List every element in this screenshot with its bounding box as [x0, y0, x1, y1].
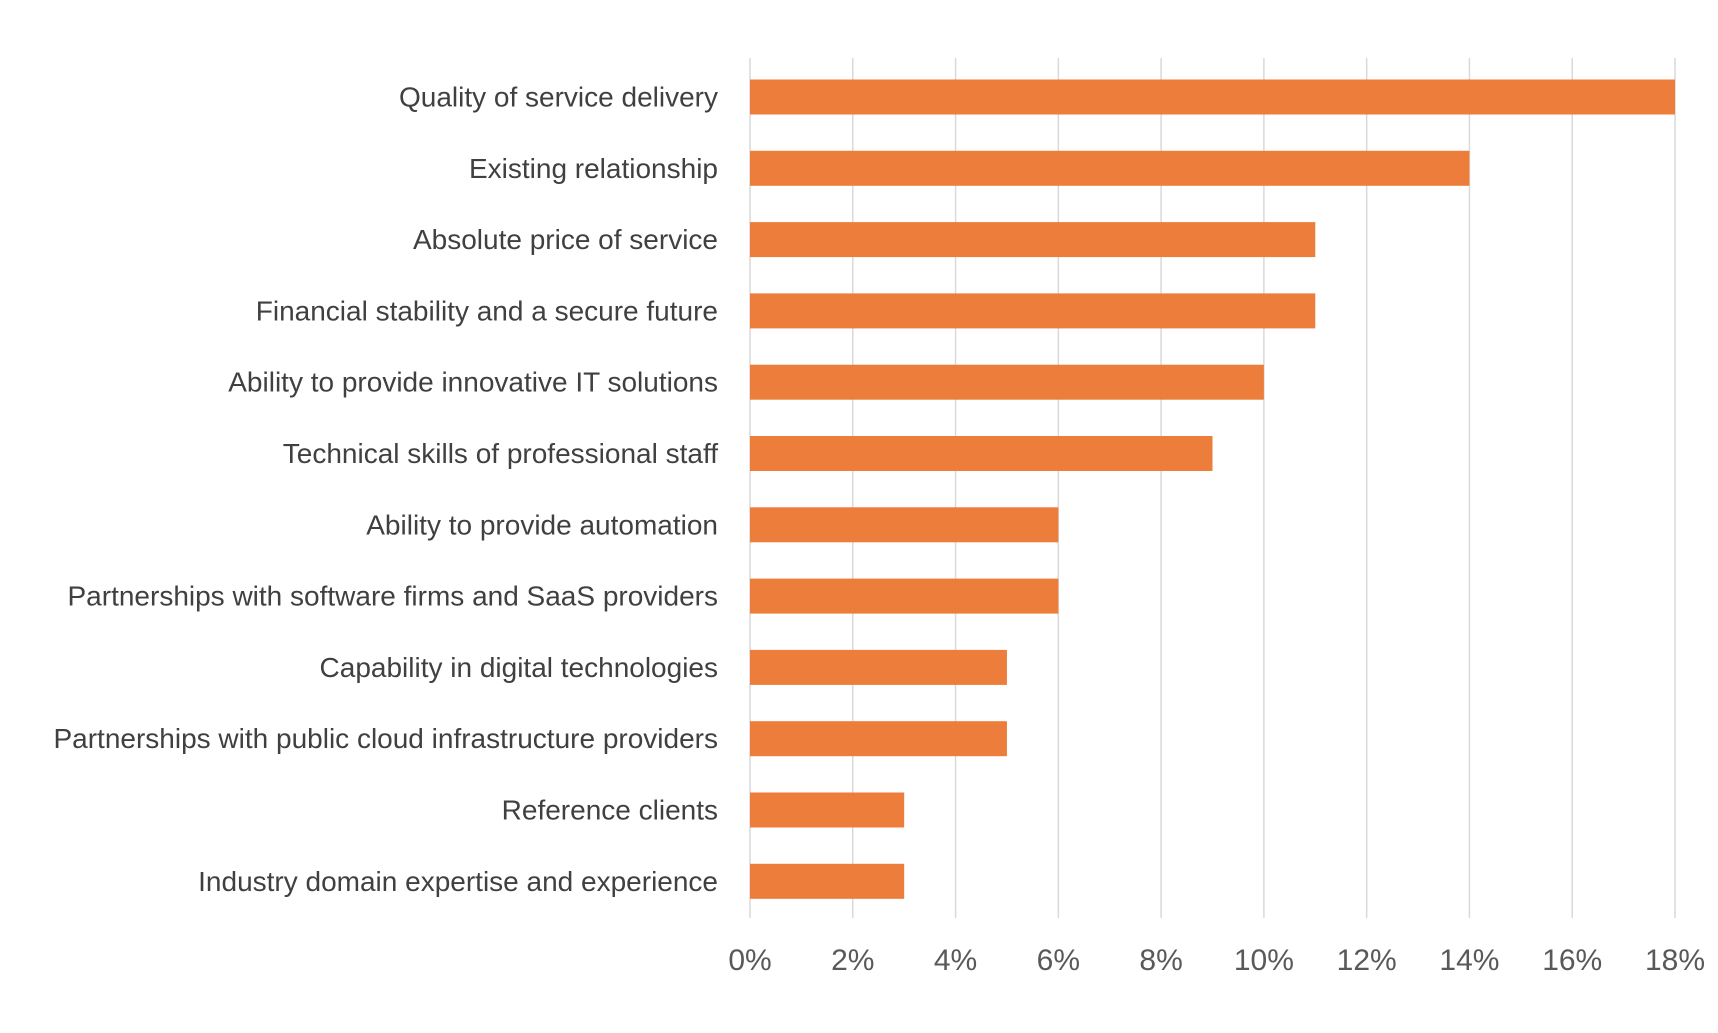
category-label: Industry domain expertise and experience	[198, 866, 718, 897]
category-label: Quality of service delivery	[399, 82, 718, 113]
x-tick-label: 0%	[728, 944, 771, 977]
bar	[750, 150, 1470, 186]
category-label: Existing relationship	[469, 153, 718, 184]
bar	[750, 721, 1007, 757]
category-label: Partnerships with public cloud infrastru…	[53, 723, 718, 754]
category-label: Reference clients	[502, 795, 718, 826]
bar	[750, 649, 1007, 685]
x-tick-label: 10%	[1234, 944, 1294, 977]
bars	[750, 79, 1675, 899]
x-tick-label: 2%	[831, 944, 874, 977]
bar	[750, 436, 1213, 471]
bar	[750, 364, 1264, 400]
bar	[750, 792, 905, 828]
bar	[750, 222, 1316, 258]
x-tick-label: 16%	[1542, 944, 1602, 977]
x-tick-label: 6%	[1037, 944, 1080, 977]
category-label: Technical skills of professional staff	[283, 438, 718, 469]
bar	[750, 293, 1316, 329]
category-label: Partnerships with software firms and Saa…	[68, 581, 719, 612]
gridlines	[749, 58, 1676, 918]
category-label: Capability in digital technologies	[320, 652, 718, 683]
category-labels: Quality of service delivery Existing rela…	[53, 82, 718, 897]
category-label: Absolute price of service	[413, 224, 718, 255]
x-tick-label: 12%	[1337, 944, 1397, 977]
x-tick-label: 8%	[1139, 944, 1182, 977]
category-label: Ability to provide automation	[366, 509, 718, 540]
bar	[750, 863, 905, 899]
x-tick-label: 4%	[934, 944, 977, 977]
bar	[750, 578, 1059, 614]
x-tick-label: 18%	[1645, 944, 1705, 977]
x-axis-tick-labels: 0% 2% 4% 6% 8% 10% 12% 14% 16% 18%	[728, 944, 1705, 977]
bar	[750, 79, 1675, 115]
x-tick-label: 14%	[1439, 944, 1499, 977]
bar	[750, 507, 1059, 543]
category-label: Ability to provide innovative IT solutio…	[228, 367, 718, 398]
category-label: Financial stability and a secure future	[256, 295, 718, 326]
